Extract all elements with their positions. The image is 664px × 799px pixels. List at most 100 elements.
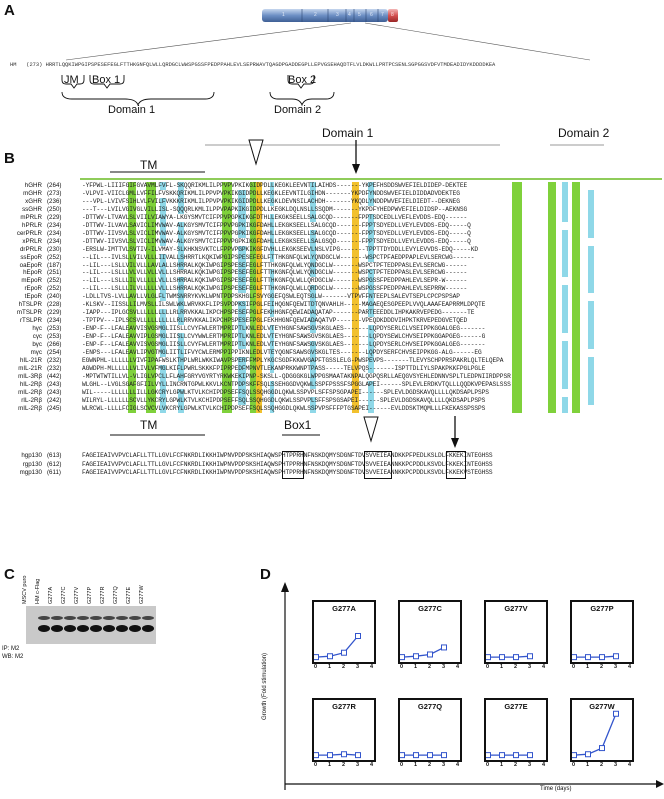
- conservation-highlight: [352, 261, 359, 270]
- conservation-highlight: [256, 277, 262, 286]
- conservation-highlight: [222, 197, 232, 206]
- alignment-row: hPRLR (234) -DTTWV-ILVAVLSAVICLIMVWAV-ALKG…: [0, 221, 664, 230]
- growth-subplot: G277R: [312, 698, 376, 762]
- conservation-highlight: [352, 285, 359, 294]
- conservation-highlight: [178, 309, 184, 318]
- seq-text: HRRTLQQKIWPGIPSPESEFEGLFTTHKGNFQLWLLQRDG…: [45, 62, 496, 68]
- row-sequence: WILRYL-LLLLLLSCVLLYKCRYLGPWLKTVLKCHIPDPS…: [82, 396, 486, 404]
- x-tick-label: 3: [442, 664, 446, 670]
- blot-band: [38, 616, 50, 620]
- conservation-highlight: [222, 221, 232, 230]
- conservation-highlight: [352, 213, 359, 222]
- conservation-highlight: [160, 213, 166, 222]
- blot-band: [90, 625, 102, 632]
- row-sequence: --LIL---IVLSLLVILVLLLIIVALLSHRRTLKQKIWPG…: [82, 253, 475, 261]
- conservation-highlight: [588, 221, 594, 230]
- alignment-row: mGHR (273) -VLPVI-VIICLGMLLVFFILFVSKKQRIKM…: [0, 189, 664, 198]
- conservation-highlight: [270, 325, 274, 334]
- row-species: tEpoR: [24, 293, 42, 301]
- conservation-highlight: [310, 364, 316, 373]
- conservation-highlight: [146, 221, 156, 230]
- conservation-highlight: [310, 285, 316, 294]
- data-point: [341, 751, 347, 758]
- row-species: mIL-2Rβ: [18, 404, 42, 412]
- row-sequence: ---T---LVILVGIVGLVILLISL-SQQQRLKMLILPPVP…: [82, 205, 468, 213]
- conservation-highlight: [562, 380, 568, 389]
- b-domain1-label: Domain 1: [322, 126, 374, 140]
- conservation-highlight: [588, 189, 594, 198]
- conservation-highlight: [270, 229, 274, 238]
- conservation-highlight: [548, 317, 556, 326]
- conservation-highlight: [548, 309, 556, 318]
- conservation-highlight: [562, 301, 568, 310]
- row-species: ssEpoR: [20, 253, 42, 261]
- conservation-highlight: [512, 404, 522, 413]
- row-sequence: WLRCWL-LLLLFCIGLSCVCVLVKCRYLGPWLKTVLKCHI…: [82, 404, 486, 412]
- conservation-highlight: [352, 364, 359, 373]
- alignment-row: bγc (266) -ENP-F--LFALEAVVISVGSMGLIISLLCVY…: [0, 341, 664, 349]
- conservation-highlight: [160, 341, 166, 349]
- row-sequence: -ENP-F--LFALEAVVISVGSMGLIISLLCVYFWLERTMP…: [82, 341, 486, 348]
- conservation-highlight: [548, 285, 556, 294]
- conservation-highlight: [368, 245, 374, 254]
- conservation-highlight: [270, 293, 274, 302]
- conservation-highlight: [238, 372, 246, 381]
- conservation-highlight: [160, 269, 166, 278]
- conservation-highlight: [146, 197, 156, 206]
- conservation-highlight: [146, 261, 156, 270]
- conservation-highlight: [588, 269, 594, 278]
- conservation-highlight: [352, 348, 359, 357]
- conservation-highlight: [128, 245, 136, 254]
- conservation-highlight: [572, 325, 580, 334]
- conservation-highlight: [562, 325, 568, 334]
- subplot-title: G277E: [504, 702, 528, 711]
- conservation-highlight: [572, 277, 580, 286]
- gene-seg-7: 7: [381, 12, 384, 18]
- conservation-highlight: [146, 396, 156, 405]
- conservation-highlight: [128, 325, 136, 334]
- conservation-highlight: [256, 221, 262, 230]
- conservation-highlight: [562, 348, 568, 357]
- alignment-row: xPRLR (234) -DTTWV-IIVSVLSLVICLIMVWAV-ALKG…: [0, 237, 664, 246]
- conservation-highlight: [128, 380, 136, 389]
- conservation-highlight: [512, 221, 522, 230]
- conservation-highlight: [572, 213, 580, 222]
- conservation-highlight: [222, 388, 232, 397]
- panel-a-letter: A: [4, 2, 15, 19]
- conservation-highlight: [512, 197, 522, 206]
- conservation-highlight: [178, 261, 184, 270]
- conservation-highlight: [222, 364, 232, 373]
- conservation-highlight: [310, 189, 316, 198]
- x-tick-label: 1: [586, 664, 590, 670]
- conservation-highlight: [238, 277, 246, 286]
- row-species: xGHR: [25, 197, 42, 205]
- conservation-highlight: [512, 341, 522, 349]
- row-position: (442): [47, 372, 62, 380]
- conservation-highlight: [548, 253, 556, 262]
- conservation-highlight: [270, 404, 274, 413]
- conservation-highlight: [368, 356, 374, 365]
- row-position: (232): [47, 364, 62, 372]
- conservation-highlight: [146, 253, 156, 262]
- conservation-highlight: [178, 205, 184, 214]
- conservation-highlight: [146, 182, 156, 190]
- conservation-highlight: [310, 293, 316, 302]
- conservation-highlight: [128, 372, 136, 381]
- gp130-annotations: [110, 416, 459, 448]
- row-position: (236): [47, 197, 62, 205]
- conservation-highlight: [270, 221, 274, 230]
- conservation-highlight: [160, 197, 166, 206]
- conservation-highlight: [562, 269, 568, 278]
- conservation-highlight: [588, 372, 594, 381]
- data-point: [400, 654, 405, 661]
- conservation-highlight: [256, 325, 262, 334]
- row-species: mγc: [30, 348, 42, 356]
- blot-band: [103, 616, 115, 620]
- row-species: mIL-21R: [18, 364, 42, 372]
- conservation-highlight: [512, 182, 522, 190]
- conservation-highlight: [310, 301, 316, 310]
- conservation-highlight: [250, 325, 256, 334]
- conservation-highlight: [178, 364, 184, 373]
- x-tick-label: 0: [572, 762, 576, 768]
- conservation-highlight: [368, 396, 374, 405]
